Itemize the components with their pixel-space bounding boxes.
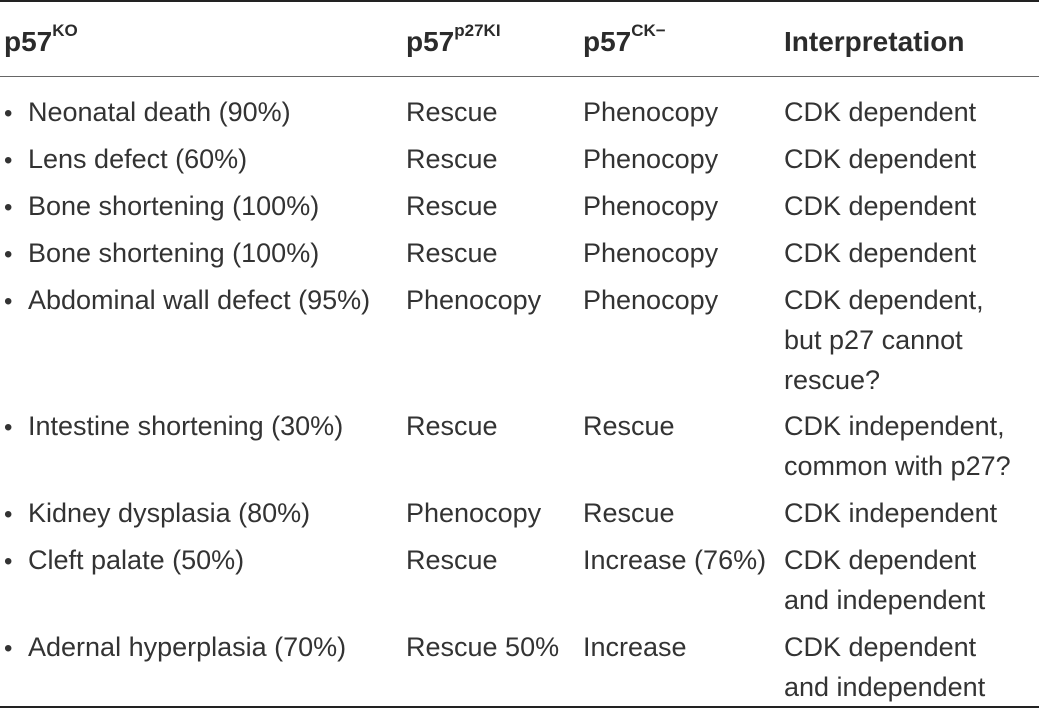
ck-cell: Phenocopy: [583, 191, 719, 221]
bottom-rule: [0, 706, 1039, 708]
ck-cell: Phenocopy: [583, 97, 719, 127]
interpretation-line: common with p27?: [784, 451, 1011, 481]
bullet-icon: •: [4, 100, 13, 127]
header-rule: [0, 76, 1039, 77]
interpretation-line: CDK dependent: [784, 144, 977, 174]
phenotype-text: Adernal hyperplasia (70%): [28, 632, 347, 662]
header-p57-ko: p57KO: [4, 22, 396, 58]
header-col1-sup: KO: [52, 21, 78, 40]
bullet-icon: •: [4, 147, 13, 174]
table-row: • Abdominal wall defect (95%) Phenocopy Phe…: [0, 280, 1039, 406]
interpretation-line: CDK independent,: [784, 411, 1005, 441]
ck-cell: Increase (76%): [583, 545, 767, 575]
header-col3-sup: CK−: [631, 21, 666, 40]
interpretation-line: CDK dependent: [784, 632, 977, 662]
header-col2-sup: p27KI: [454, 21, 501, 40]
bullet-icon: •: [4, 194, 13, 221]
p27ki-cell: Rescue: [406, 191, 498, 221]
header-p57-ck: p57CK−: [583, 22, 781, 58]
bullet-icon: •: [4, 635, 13, 662]
header-row: p57KO p57p27KI p57CK− Interpretation: [0, 2, 1039, 76]
bullet-icon: •: [4, 501, 13, 528]
phenotype-text: Neonatal death (90%): [28, 97, 291, 127]
p27ki-cell: Rescue 50%: [406, 632, 560, 662]
p27ki-cell: Rescue: [406, 238, 498, 268]
phenotype-text: Lens defect (60%): [28, 144, 248, 174]
bullet-icon: •: [4, 548, 13, 575]
interpretation-line: CDK dependent: [784, 97, 977, 127]
table-row: • Bone shortening (100%) Rescue Phenocopy CD…: [0, 233, 1039, 280]
phenotype-cell: • Lens defect (60%): [4, 139, 396, 181]
phenotype-text: Intestine shortening (30%): [28, 411, 344, 441]
phenotype-text: Bone shortening (100%): [28, 191, 320, 221]
interpretation-line: rescue?: [784, 365, 881, 395]
interpretation-cell: CDK dependent, but p27 cannot rescue?: [784, 280, 1038, 400]
p27ki-cell: Rescue: [406, 411, 498, 441]
phenotype-cell: • Intestine shortening (30%): [4, 406, 396, 448]
phenotype-cell: • Abdominal wall defect (95%): [4, 280, 396, 322]
ck-cell: Increase: [583, 632, 687, 662]
header-p57-p27ki: p57p27KI: [406, 22, 581, 58]
table-row: • Lens defect (60%) Rescue Phenocopy CDK dep…: [0, 139, 1039, 186]
interpretation-cell: CDK dependent: [784, 233, 1038, 273]
header-interpretation: Interpretation: [784, 26, 965, 57]
top-rule: [0, 0, 1039, 2]
interpretation-cell: CDK dependent: [784, 186, 1038, 226]
interpretation-cell: CDK independent, common with p27?: [784, 406, 1038, 486]
bullet-icon: •: [4, 288, 13, 315]
phenotype-cell: • Cleft palate (50%): [4, 540, 396, 582]
interpretation-cell: CDK dependent and independent: [784, 627, 1038, 707]
header-col2-base: p57: [406, 26, 455, 57]
p27ki-cell: Rescue: [406, 97, 498, 127]
interpretation-cell: CDK dependent: [784, 139, 1038, 179]
ck-cell: Rescue: [583, 411, 675, 441]
ck-cell: Phenocopy: [583, 238, 719, 268]
phenotype-text: Cleft palate (50%): [28, 545, 245, 575]
interpretation-line: and independent: [784, 585, 986, 615]
interpretation-line: CDK dependent: [784, 191, 977, 221]
p27ki-cell: Phenocopy: [406, 285, 542, 315]
interpretation-cell: CDK independent: [784, 493, 1038, 533]
table-row: • Adernal hyperplasia (70%) Rescue 50% Incr…: [0, 627, 1039, 709]
header-col3-base: p57: [583, 26, 632, 57]
header-col1-base: p57: [4, 26, 53, 57]
interpretation-line: and independent: [784, 672, 986, 702]
phenotype-cell: • Bone shortening (100%): [4, 186, 396, 228]
p27ki-cell: Phenocopy: [406, 498, 542, 528]
interpretation-line: CDK dependent,: [784, 285, 984, 315]
ck-cell: Phenocopy: [583, 144, 719, 174]
table-row: • Bone shortening (100%) Rescue Phenocopy CD…: [0, 186, 1039, 233]
phenotype-cell: • Neonatal death (90%): [4, 92, 396, 134]
interpretation-line: but p27 cannot: [784, 325, 963, 355]
bullet-icon: •: [4, 414, 13, 441]
phenotype-cell: • Adernal hyperplasia (70%): [4, 627, 396, 669]
table-row: • Intestine shortening (30%) Rescue Rescue C…: [0, 406, 1039, 493]
p27ki-cell: Rescue: [406, 545, 498, 575]
bullet-icon: •: [4, 241, 13, 268]
phenotype-text: Kidney dysplasia (80%): [28, 498, 311, 528]
ck-cell: Phenocopy: [583, 285, 719, 315]
phenotype-cell: • Bone shortening (100%): [4, 233, 396, 275]
table-row: • Cleft palate (50%) Rescue Increase (76%) C…: [0, 540, 1039, 627]
p27ki-cell: Rescue: [406, 144, 498, 174]
interpretation-line: CDK dependent: [784, 545, 977, 575]
interpretation-line: CDK dependent: [784, 238, 977, 268]
phenotype-text: Bone shortening (100%): [28, 238, 320, 268]
table-row: • Neonatal death (90%) Rescue Phenocopy CDK …: [0, 92, 1039, 139]
interpretation-cell: CDK dependent: [784, 92, 1038, 132]
phenotype-text: Abdominal wall defect (95%): [28, 285, 371, 315]
table-row: • Kidney dysplasia (80%) Phenocopy Rescue CD…: [0, 493, 1039, 540]
ck-cell: Rescue: [583, 498, 675, 528]
phenotype-cell: • Kidney dysplasia (80%): [4, 493, 396, 535]
interpretation-cell: CDK dependent and independent: [784, 540, 1038, 620]
interpretation-line: CDK independent: [784, 498, 998, 528]
